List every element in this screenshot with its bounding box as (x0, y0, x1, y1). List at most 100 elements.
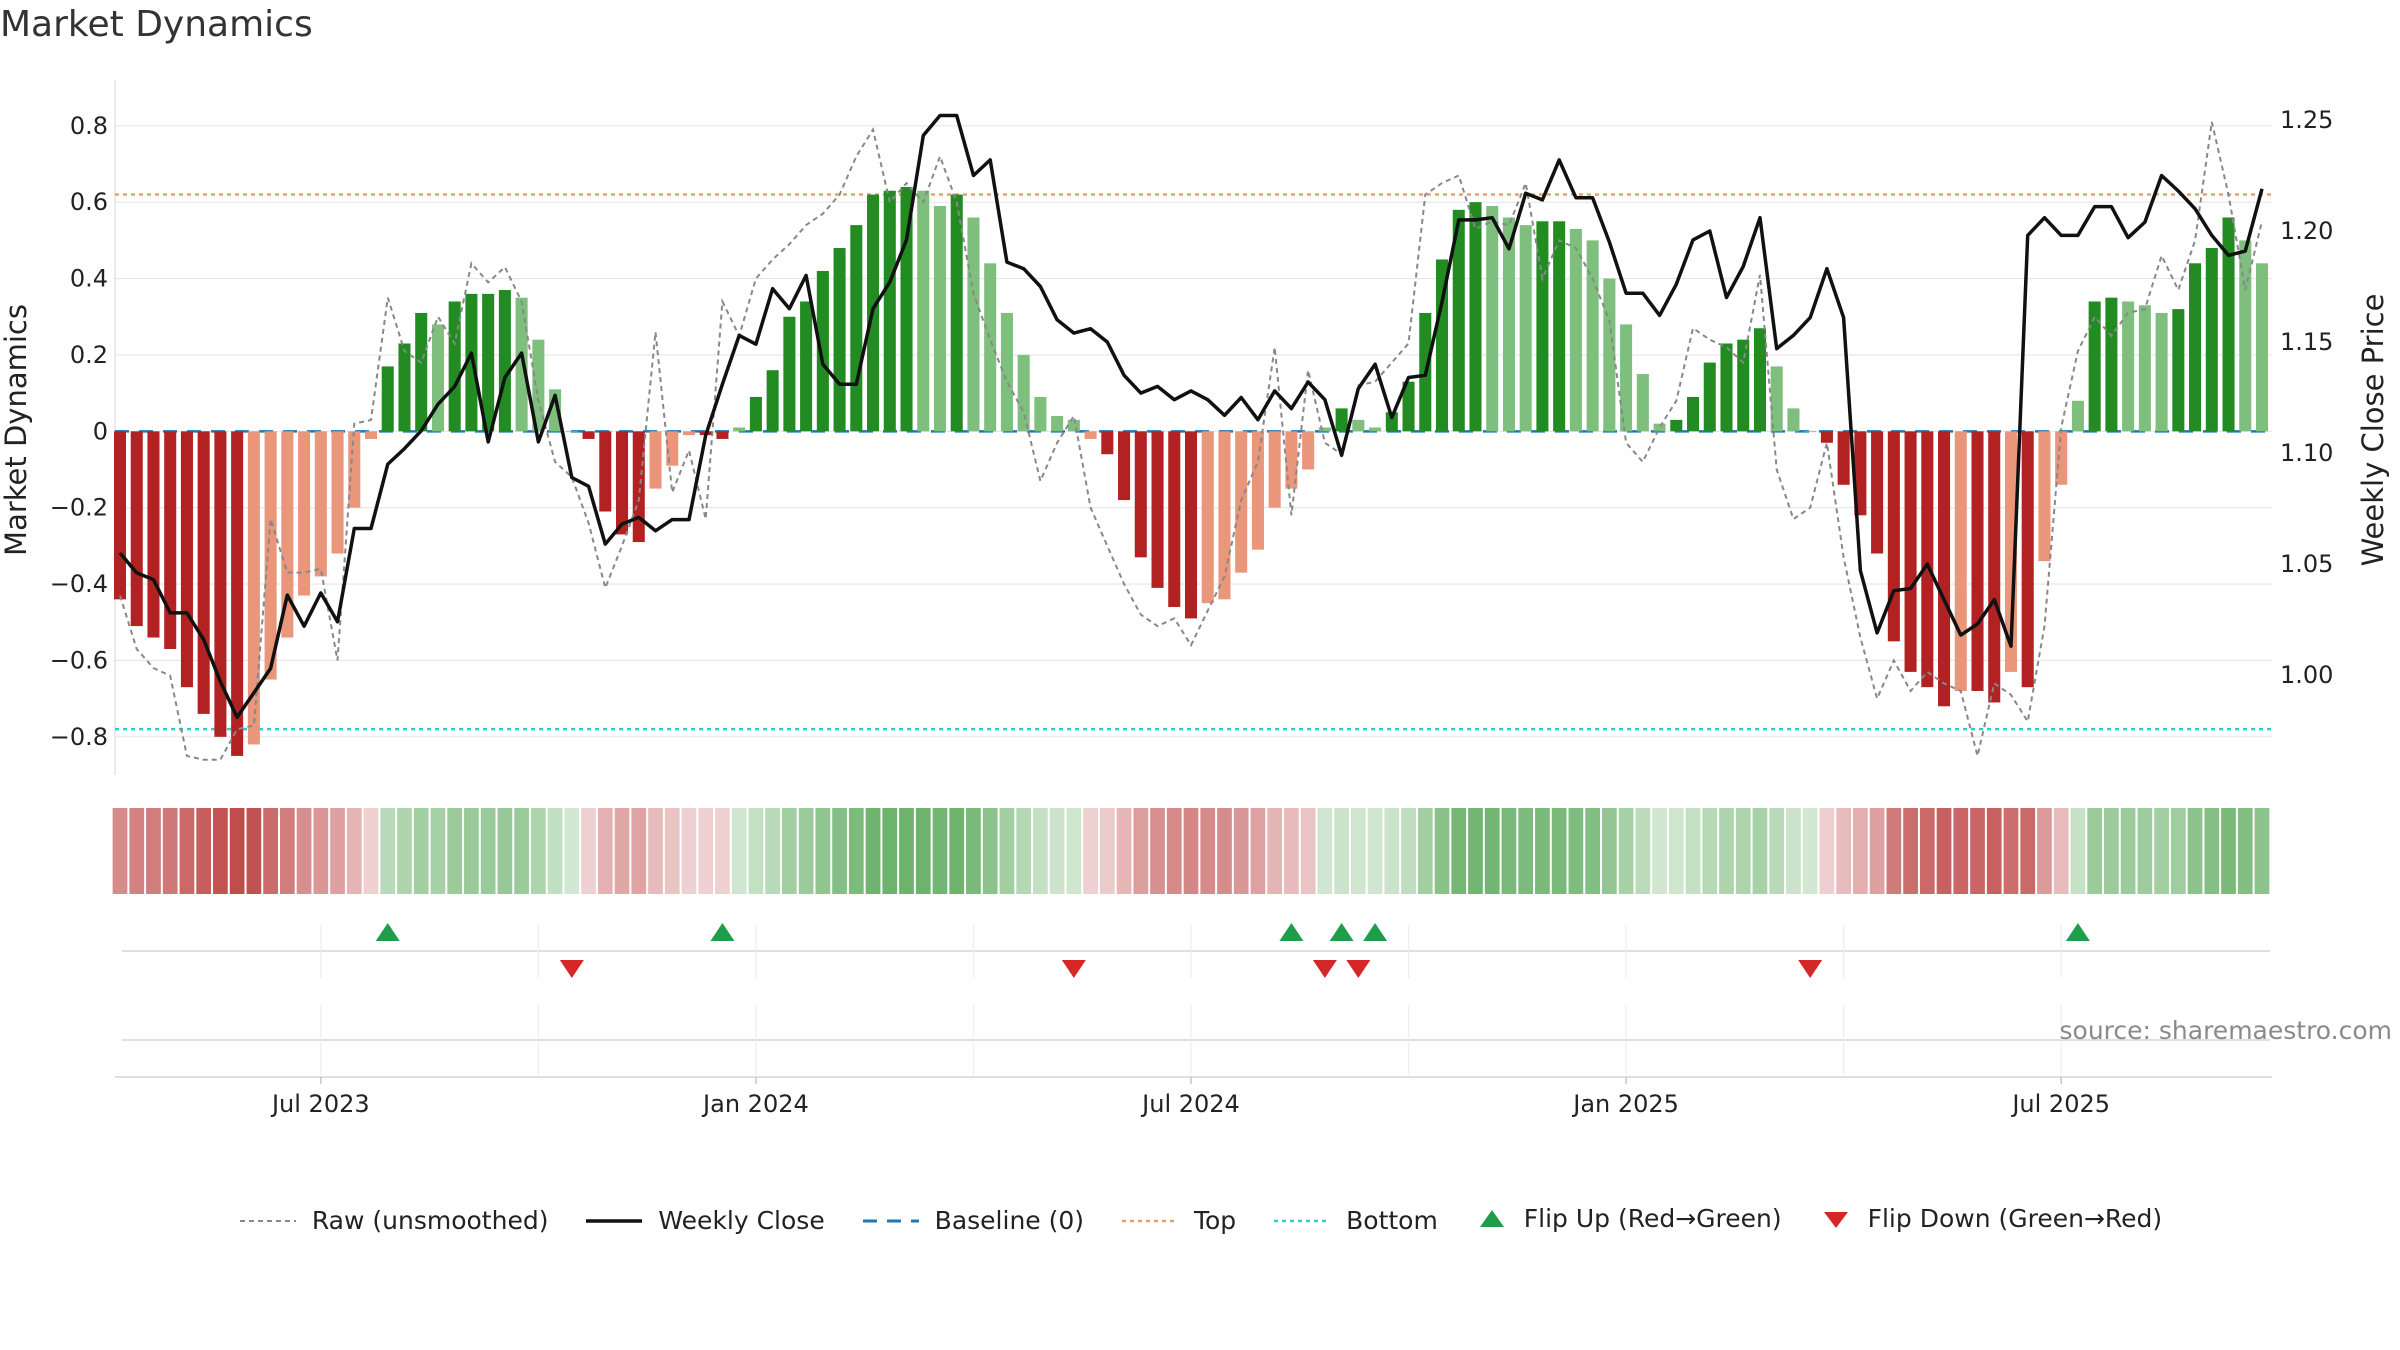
dynamics-bar (1737, 339, 1750, 432)
heat-cell (1668, 808, 1684, 894)
heat-cell (1568, 808, 1584, 894)
heat-cell (464, 808, 479, 894)
heat-cell (597, 808, 613, 894)
heat-cell (1484, 808, 1500, 894)
heat-cell (2221, 808, 2236, 894)
dynamics-bar (1402, 381, 1415, 432)
heat-cell (1083, 808, 1098, 894)
heat-cell (899, 808, 914, 894)
dynamics-bar (1971, 431, 1984, 691)
dynamics-bar (1988, 431, 2001, 703)
heat-cell (1970, 808, 1985, 894)
heat-cell (2020, 808, 2036, 894)
dynamics-bar (967, 217, 980, 432)
legend-item-baseline: Baseline (0) (861, 1206, 1084, 1235)
dynamics-bar (682, 431, 695, 436)
dynamics-bar (766, 370, 779, 432)
heat-cell (765, 808, 781, 894)
dynamics-bar (933, 206, 947, 432)
heat-cell (397, 808, 412, 894)
dynamics-bar (1620, 324, 1633, 432)
heat-cell (832, 808, 847, 894)
legend-item-top: Top (1120, 1206, 1236, 1235)
dynamics-bar (1318, 427, 1331, 432)
heat-cell (296, 808, 312, 894)
dynamics-bar (1285, 431, 1298, 489)
heat-cell (112, 808, 128, 894)
legend-item-close: Weekly Close (584, 1206, 825, 1235)
legend-item-raw: Raw (unsmoothed) (238, 1206, 549, 1235)
dynamics-bar (2122, 301, 2135, 432)
dynamics-bar (1469, 202, 1482, 432)
heat-cell (1033, 808, 1048, 894)
dynamics-bar (331, 431, 344, 554)
heat-cell (497, 808, 513, 894)
dynamics-bar (431, 324, 444, 432)
legend-bottom-swatch (1274, 1219, 1331, 1222)
dynamics-bar (1268, 431, 1281, 508)
heat-cell (2237, 808, 2253, 894)
heat-cell (1752, 808, 1768, 894)
heat-cell (1618, 808, 1634, 894)
dynamics-bar (984, 263, 997, 432)
y-tick-label: −0.2 (50, 494, 108, 522)
heat-cell (2037, 808, 2052, 894)
legend-label-raw: Raw (unsmoothed) (311, 1206, 549, 1235)
legend-baseline-swatch (862, 1219, 919, 1222)
legend-top-swatch (1121, 1219, 1178, 1222)
close-series (118, 113, 2264, 720)
heat-cell (229, 808, 245, 894)
heat-cell (1585, 808, 1600, 894)
heat-cell (1166, 808, 1182, 894)
heat-cell (782, 808, 797, 894)
heat-cell (1601, 808, 1617, 894)
heat-cell (480, 808, 496, 894)
dynamics-bar (1201, 431, 1214, 604)
heat-cell (614, 808, 630, 894)
dynamics-bar (281, 431, 294, 638)
dynamics-bar (599, 431, 612, 512)
heat-cell (815, 808, 831, 894)
legend-raw-swatch (239, 1219, 296, 1222)
dynamics-bar (1871, 431, 1884, 554)
dynamics-bar (180, 431, 193, 688)
dynamics-bar (632, 431, 645, 543)
dynamics-bar (2071, 400, 2084, 432)
heat-cell (380, 808, 396, 894)
dynamics-bar (1151, 431, 1164, 588)
dynamics-bar (950, 194, 963, 432)
heat-cell (949, 808, 965, 894)
heat-cell (932, 808, 948, 894)
heat-cell (1099, 808, 1115, 894)
flip-up-marker (2065, 923, 2090, 941)
y-tick-label: 0.6 (70, 188, 108, 216)
flip-up-marker (375, 923, 400, 941)
heat-cell (330, 808, 345, 894)
dynamics-bar (164, 431, 177, 649)
dynamics-bar (2155, 312, 2168, 432)
heat-cell (263, 808, 278, 894)
dynamics-bar (783, 316, 796, 432)
heat-cell (1518, 808, 1534, 894)
heat-cell (196, 808, 212, 894)
legend-item-flip-down: Flip Down (Green→Red) (1818, 1204, 2162, 1233)
chart-title: Market Dynamics (0, 4, 313, 45)
heat-cell (246, 808, 262, 894)
flip-down-marker (1346, 960, 1371, 978)
heat-cell (1451, 808, 1467, 894)
dynamics-bar (1385, 412, 1398, 432)
heat-cell (966, 808, 981, 894)
dynamics-bar (1218, 431, 1231, 600)
dynamics-bar (1586, 240, 1599, 432)
heat-cell (1953, 808, 1969, 894)
raw-series-line (119, 121, 2263, 761)
dynamics-bar (1887, 431, 1900, 642)
heat-cell (1903, 808, 1918, 894)
dynamics-bar (1000, 312, 1013, 432)
dynamics-bar (1251, 431, 1264, 550)
heat-cell (664, 808, 680, 894)
y-tick-label: −0.6 (50, 646, 108, 674)
dynamics-bar (2172, 309, 2185, 432)
legend-label-close: Weekly Close (658, 1206, 825, 1235)
heat-cell (1401, 808, 1416, 894)
